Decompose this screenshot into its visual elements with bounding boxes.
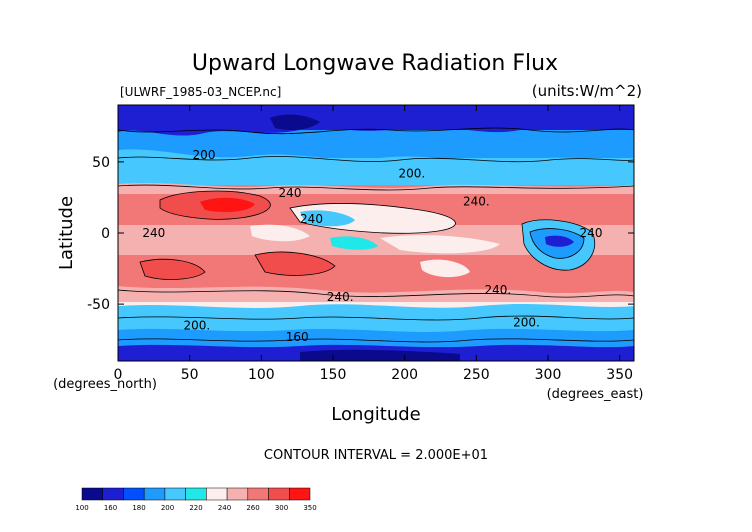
legend-swatch [206, 487, 228, 501]
contour-label: 240 [580, 226, 603, 240]
legend-swatch [226, 487, 249, 501]
y-unit-note: (degrees_north) [53, 377, 157, 392]
region-amazon-coldest [545, 235, 574, 247]
region-south-blue-wave [118, 328, 634, 340]
contour-lines [118, 127, 634, 343]
y-tick-label: 50 [92, 155, 110, 171]
legend-level-label: 180 [132, 504, 145, 512]
legend-swatch [268, 487, 290, 501]
x-tick-label: 300 [535, 367, 562, 383]
legend-level-label: 160 [104, 504, 117, 512]
legend-swatch [123, 487, 145, 501]
contour-line [118, 127, 634, 135]
plot-area: 200 200. 240 240. 240 240 240 240. 240. 200. 200. 1… [118, 105, 634, 361]
legend-level-label: 220 [189, 504, 202, 512]
contour-label: 240 [300, 212, 323, 226]
x-tick-label: 50 [181, 367, 199, 383]
chart-subtitle-units: (units:W/m^2) [532, 82, 642, 100]
contour-line [254, 251, 336, 276]
region-antarctic-darkest [300, 349, 460, 361]
x-tick-label: 200 [391, 367, 418, 383]
contour-label: 200. [398, 166, 425, 180]
contour-labels: 200 200. 240 240. 240 240 240 240. 240. 200. 200. 1… [142, 148, 602, 344]
contour-label: 240. [327, 290, 354, 304]
x-tick-label: 250 [463, 367, 490, 383]
x-tick-label: 150 [320, 367, 347, 383]
contour-label: 200. [513, 316, 540, 330]
legend-swatch [164, 487, 186, 501]
legend-level-label: 300 [275, 504, 288, 512]
y-axis-label: Latitude [56, 196, 77, 270]
contour-line [289, 203, 456, 234]
legend-level-label: 100 [75, 504, 88, 512]
legend-level-label: 350 [303, 504, 316, 512]
region-south-pink-edge [118, 286, 634, 302]
chart-title: Upward Longwave Radiation Flux [192, 51, 558, 76]
legend-level-label: 200 [161, 504, 174, 512]
legend-level-label: 240 [218, 504, 231, 512]
contour-line [118, 289, 634, 298]
contour-line [139, 258, 206, 280]
legend-swatch [247, 487, 269, 501]
contour-label: 240. [463, 195, 490, 209]
x-unit-note: (degrees_east) [547, 387, 644, 402]
x-tick-label: 350 [606, 367, 633, 383]
x-tick-label: 0 [114, 367, 123, 383]
contour-line [521, 219, 596, 271]
x-axis: 0 50 100 150 200 250 300 350 [114, 105, 633, 383]
legend-swatch [185, 487, 207, 501]
y-tick-label: 0 [101, 226, 110, 242]
region-north-darkest [270, 114, 320, 130]
region-south-africa-hot [140, 259, 205, 280]
contour-label: 160 [286, 330, 309, 344]
region-africa-hottest [200, 197, 255, 212]
contour-label: 240 [142, 226, 165, 240]
region-north-cyan-intrusion [118, 149, 634, 170]
region-south-white-gap [420, 259, 470, 278]
contour-label: 240. [484, 283, 511, 297]
contour-label: 200 [193, 148, 216, 162]
color-legend: 100 160 180 200 220 240 260 300 350 [75, 487, 317, 512]
region-pacific-cyan [330, 236, 378, 250]
legend-swatch [102, 487, 124, 501]
contour-line [118, 184, 634, 191]
contour-label: 240 [279, 186, 302, 200]
contour-label: 200. [183, 318, 210, 332]
region-atlantic-white [380, 235, 500, 254]
region-indonesia-cyan [300, 210, 355, 227]
region-north-pink-edge [118, 183, 634, 194]
contour-line [118, 338, 634, 343]
contour-line [159, 190, 271, 220]
contour-line [118, 315, 634, 321]
region-south-cyan-wave [118, 304, 634, 318]
legend-swatch [289, 487, 311, 501]
legend-swatch [81, 487, 103, 501]
contour-line [118, 156, 634, 163]
legend-swatch [143, 487, 166, 501]
x-tick-label: 100 [248, 367, 275, 383]
contour-line [529, 228, 585, 259]
region-warm-pool-white [250, 224, 310, 242]
y-axis: 50 0 -50 [87, 155, 634, 313]
band-north-high [118, 130, 634, 158]
legend-level-label: 260 [246, 504, 259, 512]
x-axis-label: Longitude [331, 404, 421, 425]
chart-subtitle-file: [ULWRF_1985-03_NCEP.nc] [120, 85, 281, 99]
contour-interval: CONTOUR INTERVAL = 2.000E+01 [264, 448, 488, 463]
y-tick-label: -50 [87, 297, 110, 313]
region-australia-hot [255, 252, 335, 276]
